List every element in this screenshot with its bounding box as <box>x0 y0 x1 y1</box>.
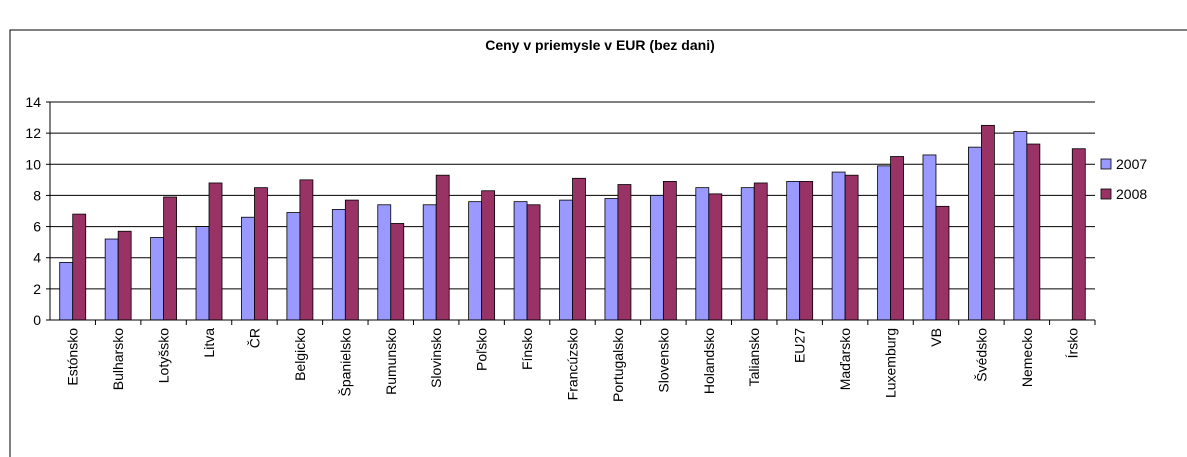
bar <box>559 199 573 321</box>
x-tick-label: Estónsko <box>65 328 81 386</box>
x-tick-label: Litva <box>201 328 217 358</box>
bar <box>1013 131 1028 321</box>
y-tick-label: 8 <box>33 187 41 203</box>
bar <box>708 193 723 321</box>
y-tick-label: 6 <box>33 219 41 235</box>
bar <box>844 174 859 321</box>
bar <box>604 198 619 321</box>
bar <box>877 165 891 321</box>
x-tick-label: Portugalsko <box>610 328 626 402</box>
bar <box>831 171 846 321</box>
bar <box>1071 148 1086 321</box>
x-tick-label: Belgicko <box>292 328 308 381</box>
bar <box>799 181 814 321</box>
bar <box>254 187 268 321</box>
x-tick-label: Lotyšsko <box>156 328 172 383</box>
y-tick-label: 14 <box>25 94 41 110</box>
bar <box>286 212 301 321</box>
chart-frame <box>9 29 1187 457</box>
bar <box>572 177 586 321</box>
y-tick-label: 12 <box>25 125 41 141</box>
bar <box>922 154 937 321</box>
bar <box>163 196 177 321</box>
legend-label: 2007 <box>1116 156 1147 172</box>
bar <box>890 156 904 321</box>
bar <box>195 226 210 321</box>
y-tick-label: 0 <box>33 312 41 328</box>
bar <box>513 201 528 321</box>
x-tick-label: Holandsko <box>701 328 717 394</box>
x-tick-label: Fínsko <box>519 328 535 370</box>
x-tick-label: Švédsko <box>973 328 989 382</box>
bar <box>208 182 223 321</box>
x-tick-label: Poľsko <box>474 328 490 371</box>
x-tick-label: Maďarsko <box>837 328 853 391</box>
bar <box>150 237 164 321</box>
bar <box>662 181 677 321</box>
x-tick-label: Španielsko <box>337 328 353 397</box>
x-tick-label: EU27 <box>792 328 808 363</box>
bar <box>468 201 483 321</box>
bar <box>117 230 132 321</box>
bar <box>299 179 314 321</box>
legend-swatch <box>1100 158 1112 170</box>
bar <box>617 184 632 321</box>
bar <box>968 146 982 321</box>
x-tick-label: Slovinsko <box>428 328 444 388</box>
y-tick-label: 10 <box>25 156 41 172</box>
legend-swatch <box>1100 188 1112 200</box>
x-tick-label: Taliansko <box>746 328 762 387</box>
bar <box>390 223 405 321</box>
x-tick-label: ČR <box>246 328 262 348</box>
bar <box>695 187 710 321</box>
x-tick-label: Francúzsko <box>565 328 581 401</box>
x-tick-label: Rumunsko <box>383 328 399 395</box>
bar <box>649 195 664 321</box>
x-tick-label: Luxemburg <box>883 328 899 398</box>
bar <box>481 190 496 321</box>
bar <box>740 187 755 321</box>
bar <box>104 238 119 321</box>
x-tick-label: Bulharsko <box>110 328 126 390</box>
bar <box>331 209 346 321</box>
bar <box>935 205 950 321</box>
bar <box>241 216 255 321</box>
bar <box>786 181 801 321</box>
chart-title: Ceny v priemysle v EUR (bez dani) <box>485 37 715 53</box>
x-tick-label: Írsko <box>1064 328 1080 359</box>
legend-label: 2008 <box>1116 186 1147 202</box>
x-tick-label: Slovensko <box>655 328 671 393</box>
y-tick-label: 2 <box>33 281 41 297</box>
bar <box>422 204 437 321</box>
bar <box>344 199 359 321</box>
x-tick-label: Nemecko <box>1019 328 1035 387</box>
bar <box>377 204 392 321</box>
bar <box>1026 143 1041 321</box>
x-tick-label: VB <box>928 328 944 347</box>
bar <box>72 213 87 321</box>
bar <box>59 261 74 321</box>
bar <box>435 174 450 321</box>
bar <box>753 182 768 321</box>
y-tick-label: 4 <box>33 250 41 266</box>
bar <box>526 204 541 321</box>
bar <box>981 124 995 321</box>
